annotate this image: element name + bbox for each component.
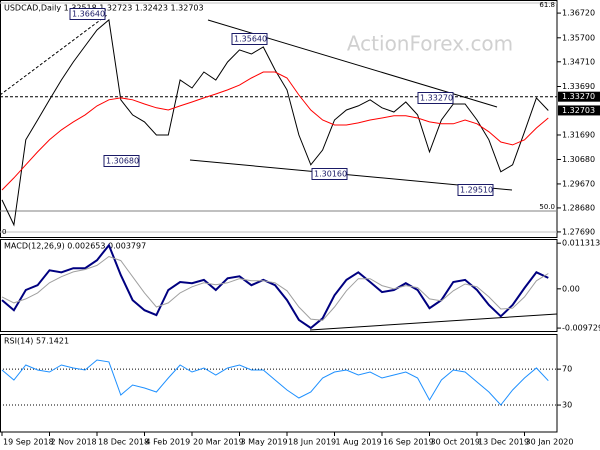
- x-tick-label: 18 Jun 2019: [288, 438, 336, 447]
- y-tick-label: 1.36720: [562, 9, 595, 18]
- x-tick-label: 13 Dec 2019: [478, 438, 529, 447]
- series-line: [1, 71, 549, 191]
- annotation-box: [311, 168, 348, 180]
- level-label: 1.33270: [562, 92, 595, 101]
- current-price-box: [558, 105, 600, 116]
- series-line: [1, 255, 549, 321]
- annotation: 1.29510: [460, 186, 493, 195]
- annotation: 1.30160: [314, 170, 347, 179]
- watermark: ActionForex.com: [347, 32, 513, 56]
- annotation: 1.35640: [234, 35, 267, 44]
- macd-frame: [0, 239, 558, 332]
- x-tick-label: 16 Sep 2019: [383, 438, 434, 447]
- y-tick-label: 1.28680: [562, 203, 595, 212]
- annotation-box: [417, 92, 454, 104]
- fib-label: 50.0: [539, 203, 555, 211]
- y-tick-label: 1.27690: [562, 227, 595, 236]
- y-tick-label: 1.29670: [562, 179, 595, 188]
- panel-frames: [0, 0, 558, 433]
- annotation-box: [69, 8, 106, 20]
- fib-label: 0: [2, 228, 6, 236]
- annotation-box: [103, 155, 140, 167]
- series-line: [1, 243, 549, 330]
- macd-title: MACD(12,26,9) 0.002653 0.003797: [4, 242, 146, 251]
- x-tick-label: 18 Dec 2018: [98, 438, 149, 447]
- y-tick-label: 0.011313: [562, 239, 600, 248]
- x-tick-label: 1 Aug 2019: [336, 438, 382, 447]
- y-tick-label: -0.009729: [562, 324, 600, 333]
- annotation-box: [231, 33, 268, 45]
- annotation: 1.30680: [106, 157, 139, 166]
- y-tick-label: 1.35700: [562, 33, 595, 42]
- x-tick-label: 19 Sep 2018: [3, 438, 54, 447]
- y-tick-label: 0.00: [562, 284, 580, 293]
- y-tick-label: 1.30680: [562, 155, 595, 164]
- series-line: [1, 359, 549, 406]
- annotation: 1.33270: [420, 94, 453, 103]
- x-tick-label: 2 Nov 2018: [51, 438, 97, 447]
- y-tick-label: 30: [562, 401, 572, 410]
- fib-label: 61.8: [539, 1, 555, 9]
- level-box: [558, 91, 600, 102]
- x-tick-label: 3 May 2019: [241, 438, 288, 447]
- fib-diagonal: [0, 14, 108, 96]
- rsi-title: RSI(14) 57.1421: [4, 337, 69, 346]
- x-tick-label: 30 Jan 2020: [526, 438, 574, 447]
- macd-trend-line: [309, 313, 558, 331]
- price-frame: [0, 0, 558, 238]
- series-line: [1, 18, 549, 227]
- y-tick-label: 1.33690: [562, 82, 595, 91]
- y-tick-label: 70: [562, 365, 572, 374]
- x-tick-label: 20 Mar 2019: [193, 438, 244, 447]
- current-price-label: 1.32703: [562, 106, 595, 115]
- rsi-frame: [0, 334, 558, 433]
- annotation: 1.36640: [72, 10, 105, 19]
- y-tick-label: 1.31690: [562, 130, 595, 139]
- annotation-box: [457, 184, 494, 196]
- y-tick-label: 1.34710: [562, 57, 595, 66]
- x-tick-label: 4 Feb 2019: [146, 438, 191, 447]
- x-tick-label: 30 Oct 2019: [431, 438, 480, 447]
